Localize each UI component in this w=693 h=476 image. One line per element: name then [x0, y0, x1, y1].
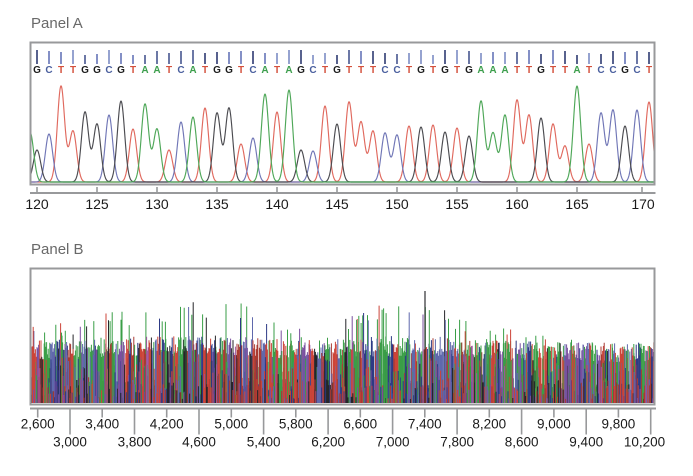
svg-text:T: T	[562, 65, 568, 76]
svg-text:G: G	[93, 65, 101, 76]
svg-text:C: C	[177, 65, 184, 76]
svg-text:165: 165	[565, 196, 589, 212]
svg-text:T: T	[586, 65, 592, 76]
svg-text:T: T	[370, 65, 376, 76]
svg-text:G: G	[417, 65, 425, 76]
svg-text:7,400: 7,400	[408, 417, 442, 432]
svg-text:C: C	[249, 65, 256, 76]
svg-text:C: C	[609, 65, 616, 76]
svg-text:120: 120	[25, 196, 49, 212]
svg-text:T: T	[58, 65, 64, 76]
svg-text:A: A	[153, 65, 160, 76]
svg-text:150: 150	[385, 196, 409, 212]
svg-text:A: A	[261, 65, 268, 76]
svg-text:3,000: 3,000	[53, 435, 87, 450]
svg-text:T: T	[646, 65, 652, 76]
svg-text:T: T	[274, 65, 280, 76]
svg-text:5,400: 5,400	[247, 435, 281, 450]
svg-text:3,800: 3,800	[118, 435, 152, 450]
svg-text:C: C	[381, 65, 388, 76]
svg-text:G: G	[297, 65, 305, 76]
svg-text:C: C	[45, 65, 52, 76]
svg-text:G: G	[537, 65, 545, 76]
svg-text:G: G	[117, 65, 125, 76]
svg-text:10,200: 10,200	[624, 435, 665, 450]
svg-text:G: G	[441, 65, 449, 76]
svg-text:C: C	[393, 65, 400, 76]
svg-text:7,800: 7,800	[440, 435, 474, 450]
svg-text:A: A	[189, 65, 196, 76]
svg-text:T: T	[70, 65, 76, 76]
svg-text:5,800: 5,800	[279, 417, 313, 432]
svg-text:Panel B: Panel B	[31, 241, 84, 258]
svg-text:T: T	[430, 65, 436, 76]
svg-text:6,600: 6,600	[343, 417, 377, 432]
svg-text:9,800: 9,800	[602, 417, 636, 432]
svg-text:G: G	[465, 65, 473, 76]
svg-text:T: T	[550, 65, 556, 76]
svg-text:9,400: 9,400	[569, 435, 603, 450]
svg-text:A: A	[501, 65, 508, 76]
svg-text:125: 125	[85, 196, 109, 212]
svg-text:G: G	[621, 65, 629, 76]
svg-text:4,600: 4,600	[182, 435, 216, 450]
svg-text:T: T	[202, 65, 208, 76]
svg-text:130: 130	[145, 196, 169, 212]
svg-text:4,200: 4,200	[150, 417, 184, 432]
svg-text:T: T	[454, 65, 460, 76]
svg-text:T: T	[322, 65, 328, 76]
svg-text:A: A	[573, 65, 580, 76]
svg-text:A: A	[489, 65, 496, 76]
svg-text:140: 140	[265, 196, 289, 212]
svg-text:A: A	[141, 65, 148, 76]
svg-text:3,400: 3,400	[85, 417, 119, 432]
svg-text:8,600: 8,600	[505, 435, 539, 450]
svg-text:T: T	[514, 65, 520, 76]
svg-text:145: 145	[325, 196, 349, 212]
svg-text:7,000: 7,000	[376, 435, 410, 450]
svg-text:C: C	[633, 65, 640, 76]
svg-text:T: T	[166, 65, 172, 76]
svg-text:160: 160	[505, 196, 529, 212]
svg-text:T: T	[526, 65, 532, 76]
svg-text:A: A	[285, 65, 292, 76]
svg-text:G: G	[333, 65, 341, 76]
svg-text:T: T	[406, 65, 412, 76]
svg-text:2,600: 2,600	[21, 417, 55, 432]
svg-text:8,200: 8,200	[472, 417, 506, 432]
svg-text:G: G	[225, 65, 233, 76]
svg-text:6,200: 6,200	[311, 435, 345, 450]
svg-text:9,000: 9,000	[537, 417, 571, 432]
svg-text:G: G	[81, 65, 89, 76]
svg-text:170: 170	[631, 196, 655, 212]
svg-text:T: T	[130, 65, 136, 76]
svg-text:5,000: 5,000	[214, 417, 248, 432]
svg-text:T: T	[238, 65, 244, 76]
svg-text:G: G	[33, 65, 41, 76]
svg-text:155: 155	[445, 196, 469, 212]
svg-text:C: C	[105, 65, 112, 76]
svg-text:Panel A: Panel A	[31, 15, 83, 32]
svg-text:T: T	[358, 65, 364, 76]
svg-text:A: A	[477, 65, 484, 76]
svg-text:T: T	[346, 65, 352, 76]
svg-text:G: G	[213, 65, 221, 76]
svg-text:C: C	[309, 65, 316, 76]
svg-text:135: 135	[205, 196, 229, 212]
svg-text:C: C	[597, 65, 604, 76]
